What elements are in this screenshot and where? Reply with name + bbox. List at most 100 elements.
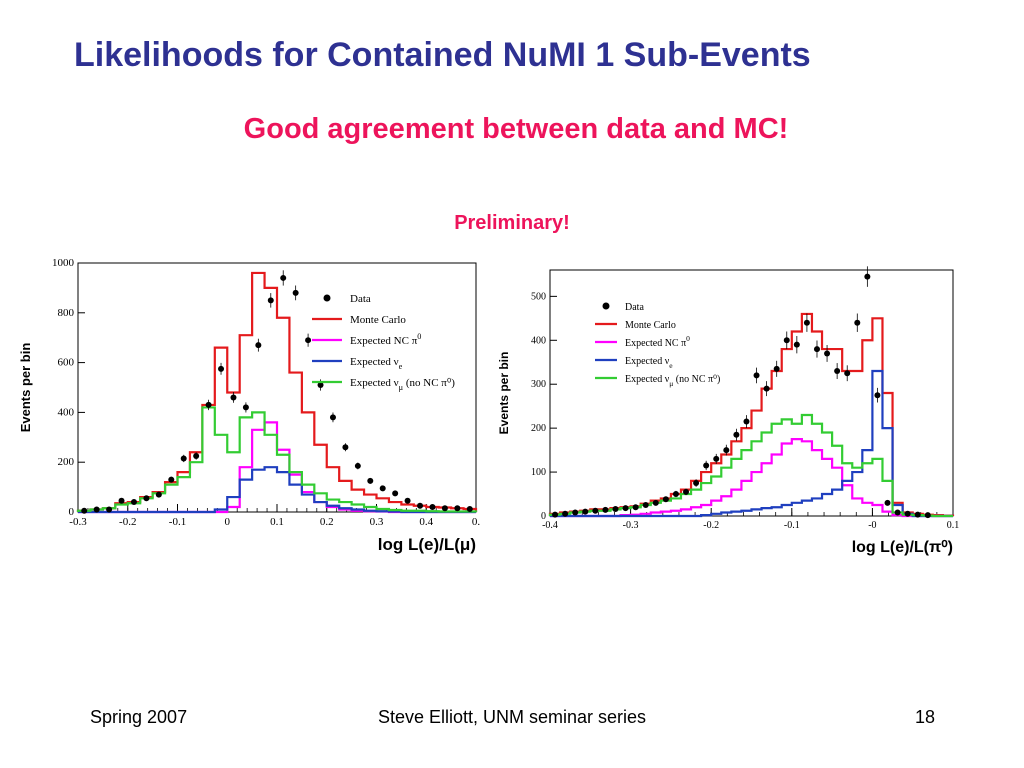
slide-subtitle: Good agreement between data and MC! — [243, 113, 789, 145]
data-point — [255, 342, 262, 349]
data-point — [844, 370, 851, 377]
data-point — [130, 499, 137, 506]
data-point — [292, 289, 299, 296]
legend-label-suffix: (no NC π⁰) — [403, 377, 455, 389]
data-point — [713, 455, 720, 462]
data-point — [602, 506, 609, 513]
x-tick-label: -0.3 — [623, 520, 639, 531]
legend-label: Data — [350, 293, 371, 305]
data-point — [642, 502, 649, 509]
legend-label-sup: 0 — [686, 334, 690, 343]
legend-label-text: Expected ν — [625, 374, 670, 385]
data-point — [924, 512, 931, 519]
y-tick-label: 200 — [58, 456, 75, 468]
data-point — [267, 297, 274, 304]
footer-page-number: 18 — [915, 707, 936, 727]
data-point — [429, 504, 436, 511]
y-tick-label: 1000 — [52, 257, 75, 269]
data-point — [743, 418, 750, 425]
legend-label: Expected NC π0 — [625, 334, 690, 349]
data-point — [193, 452, 200, 459]
series-line-3 — [548, 413, 953, 518]
x-tick-label: 0 — [225, 516, 231, 528]
x-tick-label: 0. — [472, 516, 480, 528]
y-axis-label: Events per bin — [18, 343, 33, 433]
data-point — [143, 495, 150, 502]
data-point — [632, 504, 639, 511]
legend-label-sub: μ — [399, 383, 404, 392]
footer-presenter: Steve Elliott, UNM seminar series — [377, 707, 647, 727]
data-point — [803, 319, 810, 326]
legend-label-text: Expected ν — [350, 356, 399, 368]
data-point — [824, 350, 831, 357]
x-tick-label: 0.1 — [947, 520, 960, 531]
legend-label-text: Monte Carlo — [625, 320, 676, 331]
data-point — [106, 506, 113, 513]
data-point — [733, 431, 740, 438]
legend-label-sub: e — [399, 362, 403, 371]
data-point — [894, 509, 901, 516]
data-point — [562, 510, 569, 517]
data-point — [672, 491, 679, 498]
data-point — [392, 490, 399, 497]
data-point — [242, 404, 249, 411]
y-tick-label: 200 — [531, 423, 546, 434]
legend-label-sub: μ — [669, 379, 673, 388]
data-point — [180, 455, 187, 462]
legend-label: Monte Carlo — [625, 320, 676, 331]
x-axis-label: log L(e)/L(μ) — [378, 535, 476, 554]
data-point — [572, 509, 579, 516]
data-point — [864, 273, 871, 280]
series-line-2 — [78, 466, 476, 514]
legend-label-sub: e — [669, 361, 673, 370]
data-point — [218, 365, 225, 372]
data-point — [367, 477, 374, 484]
legend-label-text: Expected ν — [625, 356, 670, 367]
data-point — [773, 365, 780, 372]
data-point — [874, 392, 881, 399]
data-point — [417, 502, 424, 509]
legend-label-text: Data — [625, 302, 644, 313]
data-point — [582, 508, 589, 515]
legend-label: Expected νμ (no NC π⁰) — [625, 374, 720, 388]
data-point — [753, 372, 760, 379]
data-point — [205, 401, 212, 408]
data-point — [317, 382, 324, 389]
legend-label: Expected νμ (no NC π⁰) — [350, 377, 455, 392]
data-point — [329, 414, 336, 421]
data-point — [155, 491, 162, 498]
y-tick-label: 600 — [58, 357, 75, 369]
preliminary-note: Preliminary! — [454, 212, 570, 234]
data-point — [379, 485, 386, 492]
data-point — [342, 444, 349, 451]
y-tick-label: 0 — [69, 506, 75, 518]
data-point — [93, 506, 100, 513]
y-tick-label: 0 — [541, 511, 546, 522]
chart-likelihood-e-pi0: 0 100 200 300 400 500 -0.4 -0.3 -0.2 -0.1 -0 0.1 Dat… — [497, 266, 960, 556]
legend-label-sup: 0 — [417, 332, 421, 341]
legend-label: Data — [625, 302, 644, 313]
data-point — [813, 346, 820, 353]
data-point — [305, 337, 312, 344]
legend-label-text: Data — [350, 293, 371, 305]
data-point — [230, 394, 237, 401]
data-point — [884, 499, 891, 506]
x-tick-label: -0.3 — [69, 516, 87, 528]
data-point — [904, 510, 911, 517]
legend-label-text: Expected ν — [350, 377, 399, 389]
x-tick-label: 0.1 — [270, 516, 284, 528]
data-point — [354, 462, 361, 469]
slide-title: Likelihoods for Contained NuMI 1 Sub-Eve… — [74, 36, 811, 74]
x-axis-label: log L(e)/L(π⁰) — [852, 539, 953, 556]
data-point — [763, 385, 770, 392]
y-tick-label: 100 — [531, 467, 546, 478]
data-point — [81, 507, 88, 514]
data-point — [914, 511, 921, 518]
legend-label-text: Monte Carlo — [350, 314, 406, 326]
data-point — [552, 511, 559, 518]
legend-label: Expected νe — [625, 356, 673, 370]
y-tick-label: 400 — [531, 335, 546, 346]
legend-marker-data — [602, 302, 610, 310]
data-point — [404, 497, 411, 504]
legend-label-text: Expected NC π — [625, 338, 686, 349]
